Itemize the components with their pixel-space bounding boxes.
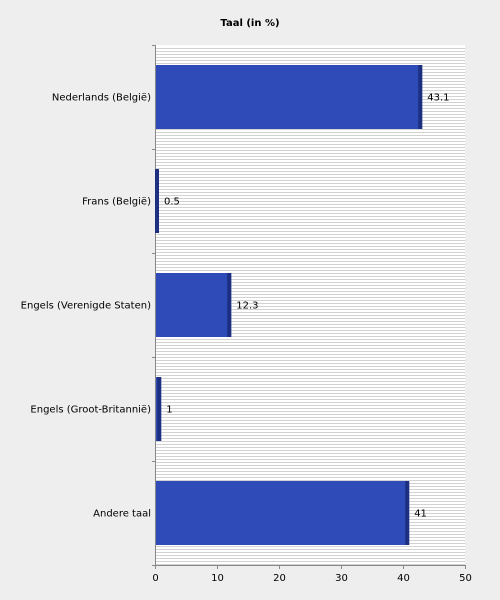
category-label: Andere taal bbox=[93, 509, 151, 520]
value-label: 1 bbox=[166, 405, 172, 416]
bar bbox=[156, 65, 423, 129]
value-label: 41 bbox=[414, 509, 427, 520]
chart-title: Taal (in %) bbox=[220, 18, 280, 29]
bar bbox=[156, 481, 410, 545]
axes bbox=[152, 45, 466, 569]
value-label: 0.5 bbox=[164, 197, 180, 208]
value-label: 43.1 bbox=[427, 93, 449, 104]
bar-edge bbox=[157, 377, 162, 441]
bar-edge bbox=[405, 481, 410, 545]
category-label: Engels (Groot-Britannië) bbox=[30, 405, 151, 416]
bars bbox=[155, 65, 423, 545]
x-tick-label: 40 bbox=[397, 573, 410, 584]
x-tick-label: 50 bbox=[459, 573, 472, 584]
bar-edge bbox=[418, 65, 423, 129]
bar-edge bbox=[155, 169, 159, 233]
labels: 0 10 20 30 40 50 Nederlands (België) 43.1 Frans … bbox=[21, 93, 472, 585]
category-label: Frans (België) bbox=[82, 197, 151, 208]
category-label: Engels (Verenigde Staten) bbox=[21, 301, 151, 312]
x-tick-label: 20 bbox=[273, 573, 286, 584]
category-label: Nederlands (België) bbox=[52, 93, 151, 104]
x-tick-label: 30 bbox=[335, 573, 348, 584]
bar-edge bbox=[227, 273, 232, 337]
x-tick-label: 0 bbox=[152, 573, 158, 584]
bar bbox=[156, 273, 232, 337]
x-tick-label: 10 bbox=[211, 573, 224, 584]
value-label: 12.3 bbox=[236, 301, 258, 312]
